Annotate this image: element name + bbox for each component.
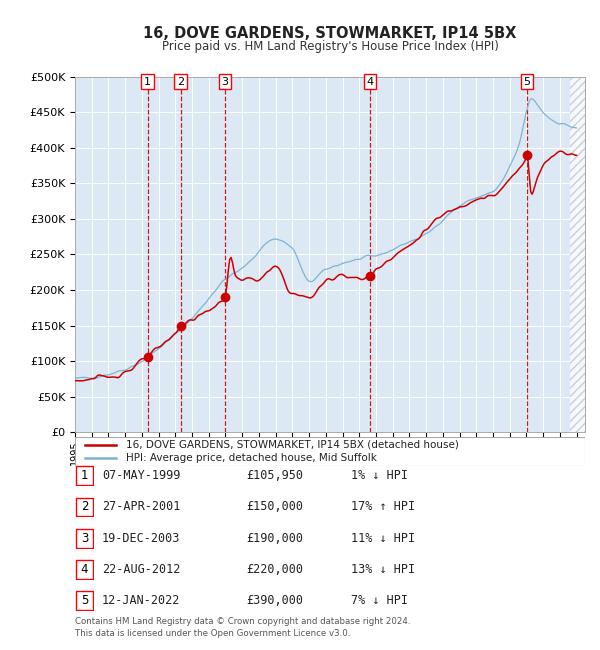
Text: £390,000: £390,000 bbox=[246, 594, 303, 607]
Text: 4: 4 bbox=[367, 77, 374, 86]
Text: £220,000: £220,000 bbox=[246, 563, 303, 576]
Text: 13% ↓ HPI: 13% ↓ HPI bbox=[351, 563, 415, 576]
Text: Price paid vs. HM Land Registry's House Price Index (HPI): Price paid vs. HM Land Registry's House … bbox=[161, 40, 499, 53]
Text: 27-APR-2001: 27-APR-2001 bbox=[102, 500, 181, 514]
Text: 2: 2 bbox=[177, 77, 184, 86]
Text: £150,000: £150,000 bbox=[246, 500, 303, 514]
Text: 7% ↓ HPI: 7% ↓ HPI bbox=[351, 594, 408, 607]
Text: 11% ↓ HPI: 11% ↓ HPI bbox=[351, 532, 415, 545]
Text: £190,000: £190,000 bbox=[246, 532, 303, 545]
Text: 4: 4 bbox=[81, 563, 88, 576]
Text: 3: 3 bbox=[81, 532, 88, 545]
Text: Contains HM Land Registry data © Crown copyright and database right 2024.
This d: Contains HM Land Registry data © Crown c… bbox=[75, 618, 410, 638]
Text: 5: 5 bbox=[524, 77, 530, 86]
Text: 5: 5 bbox=[81, 594, 88, 607]
Text: 1: 1 bbox=[81, 469, 88, 482]
Text: £105,950: £105,950 bbox=[246, 469, 303, 482]
Text: 1: 1 bbox=[144, 77, 151, 86]
Text: HPI: Average price, detached house, Mid Suffolk: HPI: Average price, detached house, Mid … bbox=[126, 453, 377, 463]
Text: 2: 2 bbox=[81, 500, 88, 514]
Text: 16, DOVE GARDENS, STOWMARKET, IP14 5BX (detached house): 16, DOVE GARDENS, STOWMARKET, IP14 5BX (… bbox=[126, 439, 459, 450]
Text: 22-AUG-2012: 22-AUG-2012 bbox=[102, 563, 181, 576]
Text: 1% ↓ HPI: 1% ↓ HPI bbox=[351, 469, 408, 482]
Text: 19-DEC-2003: 19-DEC-2003 bbox=[102, 532, 181, 545]
Text: 17% ↑ HPI: 17% ↑ HPI bbox=[351, 500, 415, 514]
Text: 07-MAY-1999: 07-MAY-1999 bbox=[102, 469, 181, 482]
Text: 12-JAN-2022: 12-JAN-2022 bbox=[102, 594, 181, 607]
Text: 3: 3 bbox=[221, 77, 229, 86]
Text: 16, DOVE GARDENS, STOWMARKET, IP14 5BX: 16, DOVE GARDENS, STOWMARKET, IP14 5BX bbox=[143, 26, 517, 41]
